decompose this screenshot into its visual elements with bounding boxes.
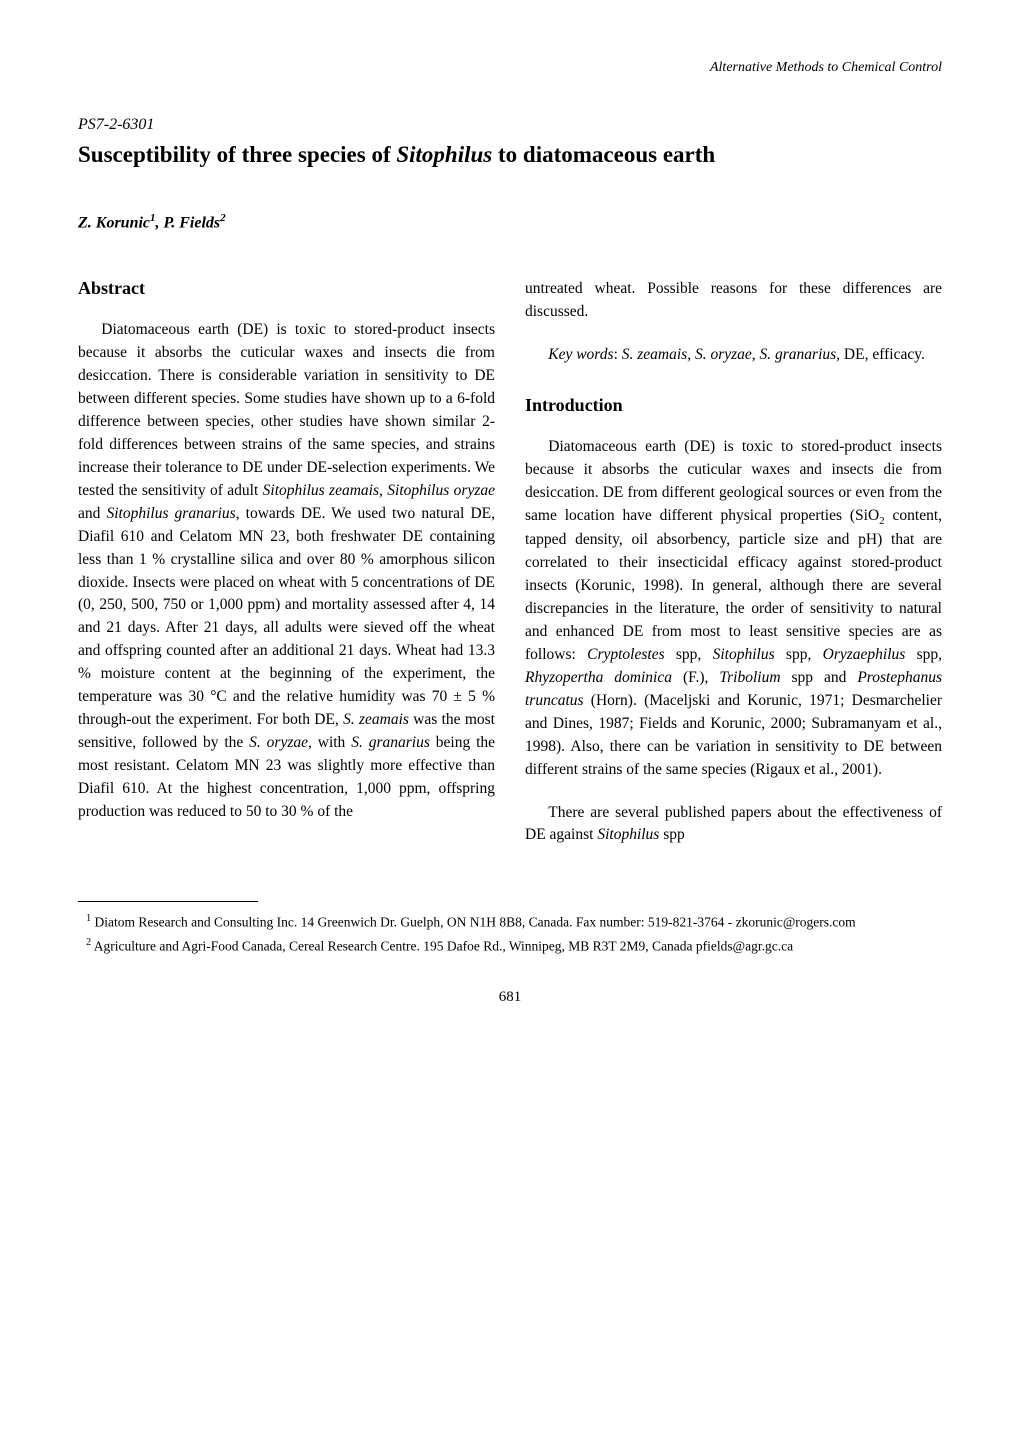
running-header: Alternative Methods to Chemical Control: [78, 60, 942, 76]
introduction-paragraph-1: Diatomaceous earth (DE) is toxic to stor…: [525, 436, 942, 781]
title-pre: Susceptibility of three species of: [78, 142, 396, 167]
paper-id: PS7-2-6301: [78, 116, 942, 134]
footnote-2: 2 Agriculture and Agri-Food Canada, Cere…: [78, 936, 942, 956]
page-number: 681: [78, 989, 942, 1006]
introduction-heading: Introduction: [525, 395, 942, 416]
authors: Z. Korunic1, P. Fields2: [78, 212, 942, 232]
abstract-paragraph-1: Diatomaceous earth (DE) is toxic to stor…: [78, 319, 495, 824]
right-column: untreated wheat. Possible reasons for th…: [525, 278, 942, 867]
two-column-body: Abstract Diatomaceous earth (DE) is toxi…: [78, 278, 942, 867]
footnotes-divider: [78, 901, 258, 902]
title-species: Sitophilus: [396, 142, 492, 167]
footnote-1: 1 Diatom Research and Consulting Inc. 14…: [78, 912, 942, 932]
introduction-paragraph-2: There are several published papers about…: [525, 802, 942, 848]
paper-title: Susceptibility of three species of Sitop…: [78, 140, 942, 170]
keywords-paragraph: Key words: S. zeamais, S. oryzae, S. gra…: [525, 344, 942, 367]
left-column: Abstract Diatomaceous earth (DE) is toxi…: [78, 278, 495, 867]
title-post: to diatomaceous earth: [492, 142, 715, 167]
abstract-heading: Abstract: [78, 278, 495, 299]
abstract-continuation: untreated wheat. Possible reasons for th…: [525, 278, 942, 324]
